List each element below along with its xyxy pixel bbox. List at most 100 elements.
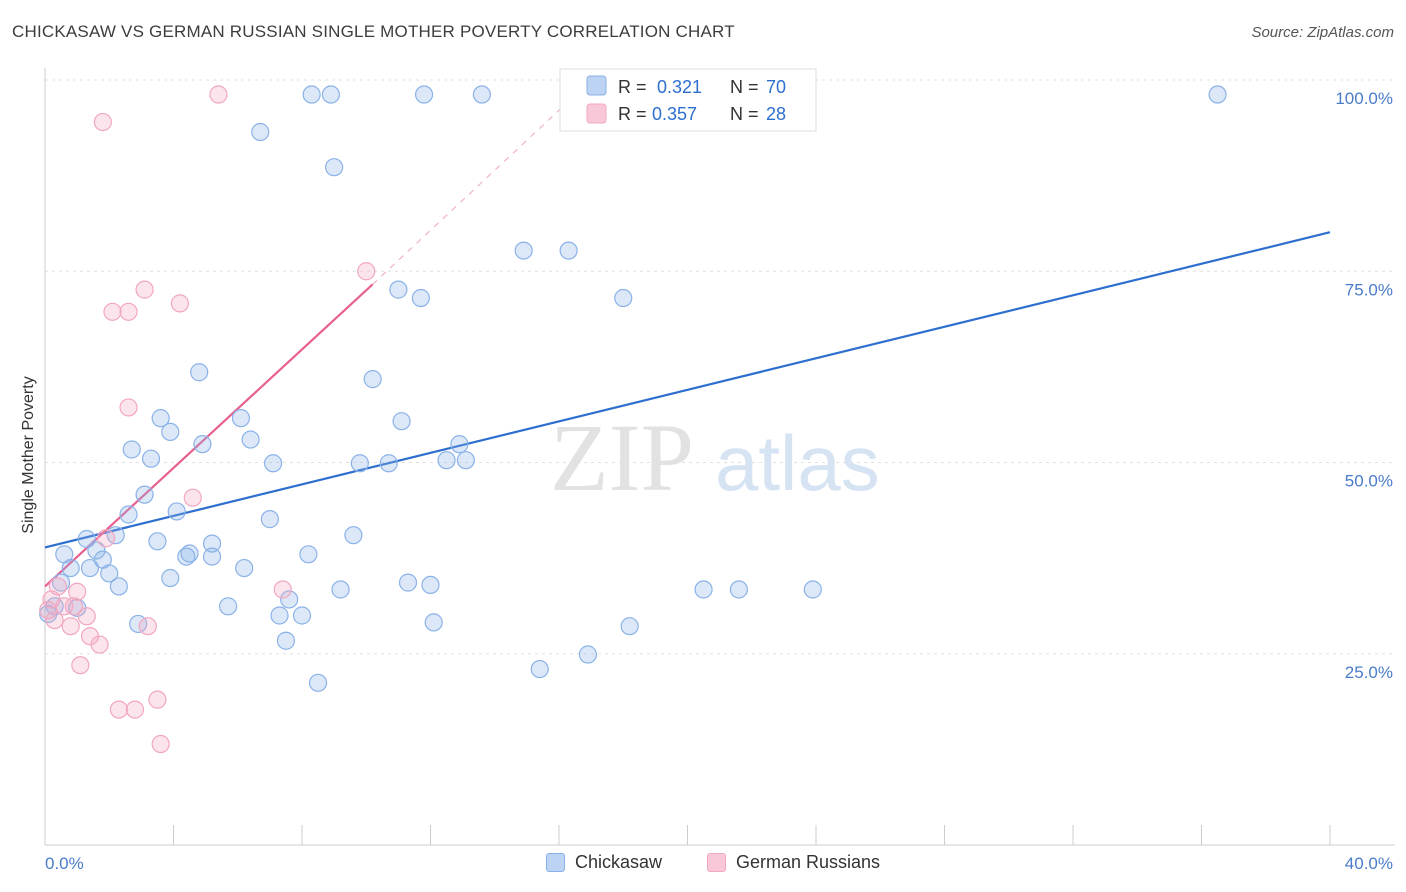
chickasaw-point — [321, 85, 341, 104]
chickasaw-trend-line — [44, 231, 1331, 549]
german-russians-point — [64, 597, 84, 616]
chickasaw-point — [803, 580, 822, 599]
german-russians-point — [61, 617, 80, 636]
german-russians-point — [138, 617, 157, 636]
chickasaw-point — [472, 85, 491, 104]
chickasaw-point — [161, 568, 180, 588]
chickasaw-point — [514, 241, 533, 260]
chickasaw-point — [614, 288, 633, 308]
data-points — [39, 85, 1227, 754]
german-russians-point — [170, 294, 190, 313]
german-russians-point — [90, 635, 109, 654]
chickasaw-point — [151, 409, 170, 428]
chart-title: CHICKASAW VS GERMAN RUSSIAN SINGLE MOTHE… — [12, 22, 735, 41]
chickasaw-point — [331, 580, 350, 599]
german-russians-trend-line — [44, 283, 374, 588]
chickasaw-point — [414, 85, 434, 104]
chickasaw-point — [350, 454, 369, 473]
german-russians-point — [135, 280, 154, 299]
legend-r-label-1: R = — [618, 77, 647, 97]
german-russians-point — [77, 607, 96, 626]
chickasaw-point — [456, 451, 475, 470]
legend-n-label-1: N = — [730, 77, 759, 97]
chickasaw-point — [1208, 85, 1227, 104]
german-russians-point — [109, 700, 128, 719]
german-russians-point — [55, 597, 74, 616]
chickasaw-point — [292, 606, 312, 625]
chickasaw-point — [193, 435, 212, 454]
y-tick-label: 100.0% — [1335, 89, 1393, 108]
chickasaw-point — [389, 280, 408, 299]
legend-n-label-2: N = — [730, 104, 759, 124]
german-russians-point — [96, 529, 116, 548]
chickasaw-point — [100, 564, 119, 583]
chickasaw-point — [241, 430, 260, 449]
tick-labels: 25.0% 50.0% 75.0% 100.0% 0.0% 40.0% — [45, 89, 1393, 873]
legend-r-value-german-russians: 0.357 — [652, 104, 697, 124]
german-russians-point — [93, 112, 112, 132]
chickasaw-point — [180, 544, 199, 563]
legend-box: R = 0.321 N = 70 R = 0.357 N = 28 — [559, 68, 817, 132]
y-tick-label: 75.0% — [1345, 280, 1393, 299]
chickasaw-point — [729, 580, 749, 599]
german-russians-point — [119, 302, 138, 321]
watermark-atlas: atlas — [715, 419, 880, 507]
chickasaw-point — [344, 526, 363, 545]
chickasaw-point — [270, 606, 289, 625]
watermark-zip: ZIP — [550, 404, 694, 511]
chickasaw-point — [363, 370, 382, 389]
chickasaw-point — [325, 158, 344, 177]
chickasaw-point — [421, 575, 440, 595]
german-russians-point — [273, 580, 292, 599]
bottom-legend-german-russians: German Russians — [707, 852, 880, 873]
chickasaw-point — [620, 617, 639, 636]
chickasaw-point — [559, 241, 578, 260]
chickasaw-point — [61, 558, 80, 578]
german-russians-point — [45, 610, 64, 630]
german-russians-point — [48, 577, 67, 596]
chickasaw-point — [148, 532, 167, 551]
chickasaw-point — [177, 547, 196, 566]
chickasaw-point — [276, 631, 296, 650]
chickasaw-point — [308, 673, 328, 692]
german-russians-point — [148, 690, 167, 709]
y-tick-label: 50.0% — [1345, 472, 1393, 491]
x-tick-label: 40.0% — [1345, 854, 1393, 873]
source-label: Source: ZipAtlas.com — [1251, 24, 1394, 41]
chickasaw-point — [235, 558, 254, 578]
legend-swatch-german-russians — [586, 103, 607, 124]
chickasaw-point — [109, 577, 128, 596]
chickasaw-point — [231, 409, 251, 428]
chickasaw-point — [392, 412, 411, 431]
y-axis-label: Single Mother Poverty — [20, 376, 37, 533]
chickasaw-point — [260, 510, 279, 529]
chickasaw-point — [437, 451, 456, 470]
chickasaw-point — [411, 288, 430, 308]
axes — [44, 68, 1395, 846]
trend-lines — [44, 94, 1331, 588]
chickasaw-point — [119, 505, 138, 524]
chickasaw-point — [202, 534, 222, 553]
chickasaw-point — [450, 435, 469, 454]
chickasaw-point — [398, 573, 418, 592]
chickasaw-point — [263, 454, 283, 473]
bottom-legend-swatch-german-russians — [707, 853, 726, 872]
german-russians-point — [71, 656, 90, 675]
chickasaw-point — [280, 590, 299, 609]
german-russians-point — [209, 85, 228, 104]
chickasaw-point — [530, 659, 549, 679]
chickasaw-point — [87, 541, 106, 560]
chickasaw-point — [424, 613, 443, 632]
chickasaw-point — [135, 485, 154, 504]
chickasaw-point — [379, 454, 398, 473]
german-russians-point — [103, 302, 122, 321]
chickasaw-point — [694, 580, 713, 599]
legend-r-value-chickasaw: 0.321 — [657, 77, 702, 97]
chickasaw-point — [167, 502, 186, 521]
german-russians-point — [357, 262, 376, 281]
legend-swatch-chickasaw — [586, 75, 607, 96]
legend-n-value-chickasaw: 70 — [766, 77, 786, 97]
bottom-legend-label-german-russians: German Russians — [736, 852, 881, 872]
german-russians-point — [68, 582, 87, 601]
